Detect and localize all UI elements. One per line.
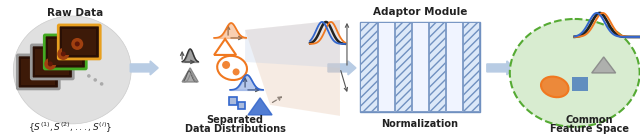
Polygon shape <box>248 98 272 115</box>
Polygon shape <box>182 68 198 82</box>
FancyBboxPatch shape <box>17 55 60 89</box>
Circle shape <box>222 61 230 69</box>
Circle shape <box>57 48 69 60</box>
FancyBboxPatch shape <box>31 45 73 79</box>
Circle shape <box>48 61 52 66</box>
FancyBboxPatch shape <box>58 25 100 59</box>
Bar <box>229 97 237 105</box>
Bar <box>446 22 462 111</box>
Bar <box>429 22 445 111</box>
Circle shape <box>71 38 83 50</box>
FancyArrow shape <box>328 61 356 75</box>
Bar <box>360 22 480 112</box>
Text: Raw Data: Raw Data <box>47 8 104 18</box>
Circle shape <box>93 78 97 82</box>
Text: $\{S^{(1)},S^{(2)},...,S^{(i)}\}$: $\{S^{(1)},S^{(2)},...,S^{(i)}\}$ <box>28 121 113 135</box>
Text: Normalization: Normalization <box>381 119 458 129</box>
Bar <box>378 22 394 111</box>
Bar <box>238 102 245 109</box>
Circle shape <box>87 74 91 78</box>
Bar <box>48 39 83 65</box>
Text: Adaptor Module: Adaptor Module <box>372 7 467 17</box>
Circle shape <box>44 58 56 70</box>
Circle shape <box>75 42 80 46</box>
Bar <box>35 49 69 75</box>
Text: Data Distributions: Data Distributions <box>185 124 285 134</box>
Bar <box>395 22 411 111</box>
Circle shape <box>61 52 66 56</box>
Ellipse shape <box>510 19 639 127</box>
Bar <box>62 29 96 55</box>
Bar <box>572 77 588 91</box>
Polygon shape <box>592 57 616 73</box>
Bar <box>463 22 479 111</box>
Circle shape <box>100 82 104 86</box>
Text: Feature Space: Feature Space <box>550 124 629 134</box>
Text: Common: Common <box>566 115 614 125</box>
FancyBboxPatch shape <box>44 35 86 69</box>
FancyArrow shape <box>487 61 515 75</box>
Bar <box>412 22 428 111</box>
Bar <box>360 22 376 111</box>
FancyArrow shape <box>130 61 158 75</box>
Polygon shape <box>245 20 340 68</box>
Ellipse shape <box>13 16 131 124</box>
Text: Separated: Separated <box>207 115 264 125</box>
Circle shape <box>232 68 239 75</box>
Bar <box>21 59 55 85</box>
Ellipse shape <box>541 77 568 97</box>
Polygon shape <box>245 20 340 116</box>
